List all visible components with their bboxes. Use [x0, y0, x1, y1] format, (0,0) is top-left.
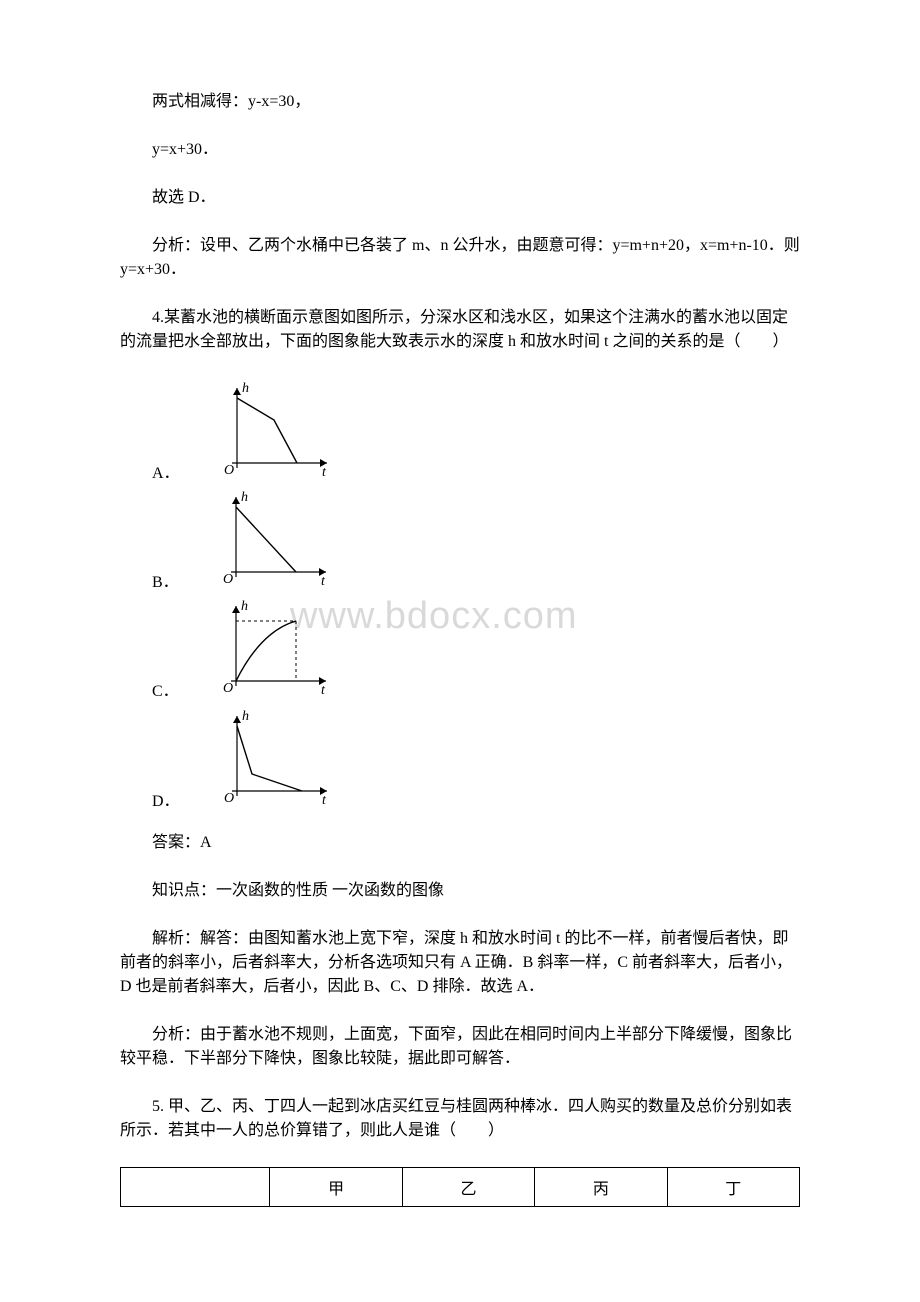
axis-label-t: t [321, 683, 326, 696]
q4-option-b: B． h t O [120, 487, 800, 592]
q4-explanation: 解析：解答：由图知蓄水池上宽下窄，深度 h 和放水时间 t 的比不一样，前者慢后… [120, 927, 800, 999]
q4-analysis: 分析：由于蓄水池不规则，上面宽，下面窄，因此在相同时间内上半部分下降缓慢，图象比… [120, 1023, 800, 1071]
chart-b: h t O [179, 487, 341, 592]
axis-label-o: O [223, 572, 233, 587]
option-label-a: A． [120, 464, 180, 483]
option-label-d: D． [120, 792, 180, 811]
axis-label-t: t [322, 465, 327, 478]
axis-label-t: t [322, 793, 327, 806]
paragraph-analysis-intro: 分析：设甲、乙两个水桶中已各装了 m、n 公升水，由题意可得：y=m+n+20，… [120, 234, 800, 282]
q4-option-c: C． h t O [120, 596, 800, 701]
axis-label-h: h [241, 490, 248, 505]
axis-label-o: O [223, 681, 233, 696]
option-label-c: C． [120, 682, 179, 701]
table-cell-ding: 丁 [667, 1167, 799, 1206]
option-label-b: B． [120, 573, 179, 592]
table-cell-jia: 甲 [270, 1167, 402, 1206]
table-cell-bing: 丙 [535, 1167, 667, 1206]
table-cell-empty [121, 1167, 270, 1206]
q4-stem: 4.某蓄水池的横断面示意图如图所示，分深水区和浅水区，如果这个注满水的蓄水池以固… [120, 306, 800, 354]
paragraph-subtract: 两式相减得：y-x=30， [120, 90, 800, 114]
q5-stem: 5. 甲、乙、丙、丁四人一起到冰店买红豆与桂圆两种棒冰．四人购买的数量及总价分别… [120, 1095, 800, 1143]
table-row: 甲 乙 丙 丁 [121, 1167, 800, 1206]
table-cell-yi: 乙 [402, 1167, 534, 1206]
q4-option-d: D． h t O [120, 706, 800, 811]
axis-label-h: h [242, 381, 249, 396]
q4-answer: 答案：A [120, 831, 800, 855]
axis-label-h: h [242, 709, 249, 724]
chart-d: h t O [180, 706, 342, 811]
paragraph-choice: 故选 D． [120, 186, 800, 210]
q5-table: 甲 乙 丙 丁 [120, 1167, 800, 1207]
chart-a: h t O [180, 378, 342, 483]
q4-option-a: A． h t O [120, 378, 800, 483]
paragraph-result: y=x+30． [120, 138, 800, 162]
axis-label-h: h [241, 599, 248, 614]
axis-label-t: t [321, 574, 326, 587]
axis-label-o: O [224, 463, 234, 478]
axis-label-o: O [224, 791, 234, 806]
q4-knowledge-points: 知识点：一次函数的性质 一次函数的图像 [120, 879, 800, 903]
chart-c: h t O [179, 596, 341, 701]
